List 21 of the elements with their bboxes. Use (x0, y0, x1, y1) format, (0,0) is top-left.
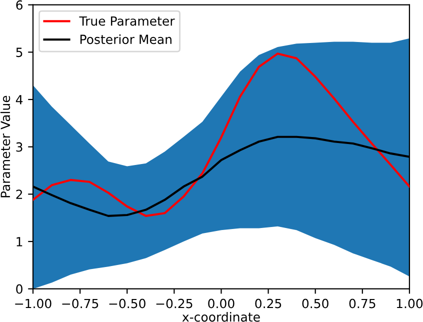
x-tick-label: −1.00 (15, 298, 52, 308)
x-tick-label: 0.75 (349, 298, 376, 308)
x-tick-label: −0.50 (109, 298, 146, 308)
y-tick-label: 2 (16, 190, 22, 199)
x-tick-label: 0.25 (255, 298, 282, 308)
x-tick-label: 1.00 (396, 298, 423, 308)
legend-label: True Parameter (79, 16, 175, 26)
line-series (32, 52, 410, 217)
y-tick-label: 3 (16, 142, 22, 152)
x-axis-title: x-coordinate (182, 312, 260, 322)
y-tick-label: 1 (16, 237, 22, 246)
x-tick-label: 0.50 (302, 298, 328, 308)
x-tick-label: −0.75 (62, 298, 98, 308)
legend-label: Posterior Mean (80, 34, 172, 44)
y-tick-label: 0 (16, 284, 22, 294)
y-tick-label: 6 (16, 0, 22, 10)
y-axis-title: Parameter Value (0, 96, 10, 198)
x-tick-label: 0.00 (208, 298, 234, 308)
y-tick-label: 4 (16, 95, 23, 104)
y-tick-label: 5 (16, 48, 22, 58)
x-tick-label: −0.25 (156, 298, 192, 308)
